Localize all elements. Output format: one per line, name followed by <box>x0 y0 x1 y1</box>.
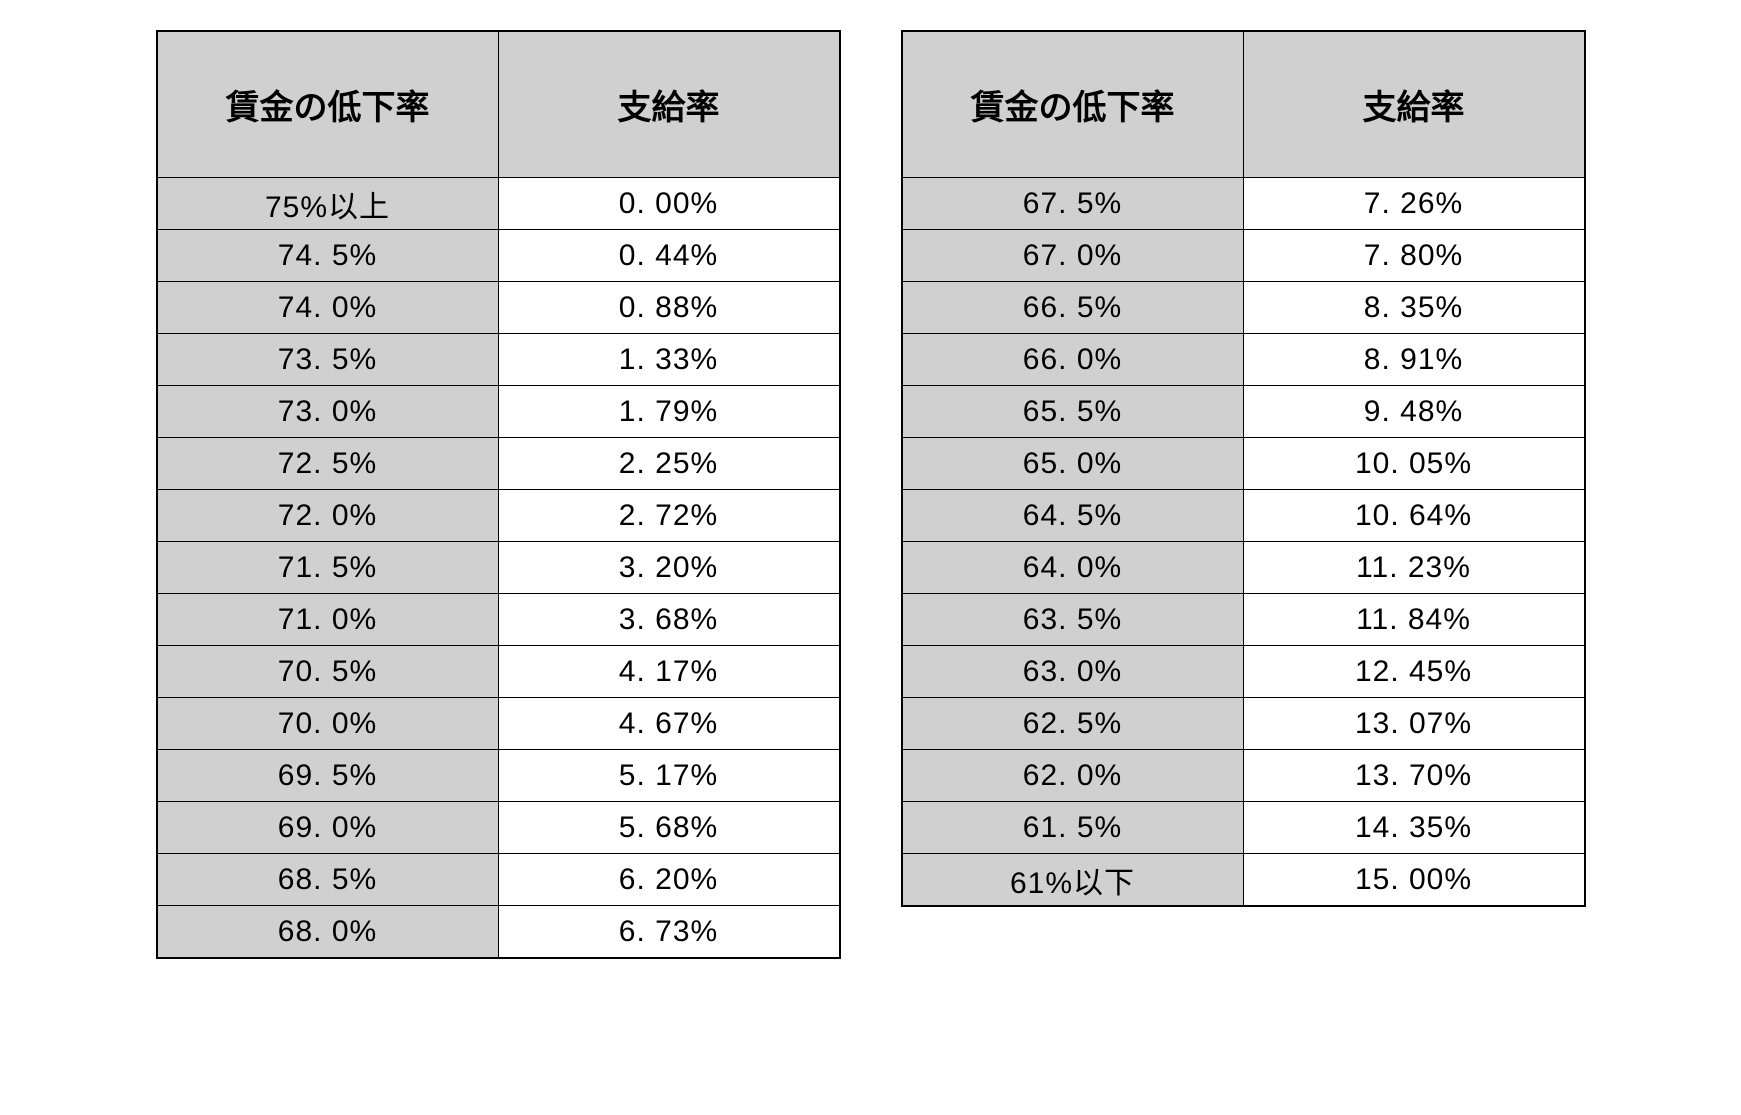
table-row: 66. 0%8. 91% <box>902 334 1585 386</box>
cell-payment-rate: 9. 48% <box>1243 386 1585 438</box>
wage-rate-table-left: 賃金の低下率 支給率 75%以上0. 00%74. 5%0. 44%74. 0%… <box>156 30 841 959</box>
cell-payment-rate: 2. 72% <box>498 490 840 542</box>
table-row: 70. 0%4. 67% <box>157 698 840 750</box>
cell-wage-decline-rate: 73. 5% <box>157 334 499 386</box>
cell-wage-decline-rate: 72. 5% <box>157 438 499 490</box>
cell-payment-rate: 15. 00% <box>1243 854 1585 907</box>
cell-wage-decline-rate: 64. 0% <box>902 542 1244 594</box>
cell-wage-decline-rate: 67. 5% <box>902 178 1244 230</box>
cell-payment-rate: 5. 17% <box>498 750 840 802</box>
table-row: 69. 0%5. 68% <box>157 802 840 854</box>
cell-wage-decline-rate: 72. 0% <box>157 490 499 542</box>
cell-payment-rate: 3. 68% <box>498 594 840 646</box>
cell-payment-rate: 2. 25% <box>498 438 840 490</box>
table-row: 75%以上0. 00% <box>157 178 840 230</box>
cell-payment-rate: 10. 64% <box>1243 490 1585 542</box>
cell-payment-rate: 1. 33% <box>498 334 840 386</box>
cell-payment-rate: 0. 00% <box>498 178 840 230</box>
cell-wage-decline-rate: 67. 0% <box>902 230 1244 282</box>
wage-rate-table-right: 賃金の低下率 支給率 67. 5%7. 26%67. 0%7. 80%66. 5… <box>901 30 1586 907</box>
cell-wage-decline-rate: 61%以下 <box>902 854 1244 907</box>
table-row: 67. 5%7. 26% <box>902 178 1585 230</box>
table-row: 64. 5%10. 64% <box>902 490 1585 542</box>
cell-payment-rate: 8. 35% <box>1243 282 1585 334</box>
cell-payment-rate: 1. 79% <box>498 386 840 438</box>
header-payment-rate: 支給率 <box>498 31 840 178</box>
cell-wage-decline-rate: 70. 0% <box>157 698 499 750</box>
table-row: 61. 5%14. 35% <box>902 802 1585 854</box>
table-row: 69. 5%5. 17% <box>157 750 840 802</box>
cell-wage-decline-rate: 71. 5% <box>157 542 499 594</box>
cell-wage-decline-rate: 64. 5% <box>902 490 1244 542</box>
left-table-body: 75%以上0. 00%74. 5%0. 44%74. 0%0. 88%73. 5… <box>157 178 840 959</box>
cell-wage-decline-rate: 63. 5% <box>902 594 1244 646</box>
cell-wage-decline-rate: 73. 0% <box>157 386 499 438</box>
cell-wage-decline-rate: 68. 5% <box>157 854 499 906</box>
cell-wage-decline-rate: 62. 0% <box>902 750 1244 802</box>
cell-wage-decline-rate: 65. 5% <box>902 386 1244 438</box>
cell-wage-decline-rate: 74. 5% <box>157 230 499 282</box>
cell-payment-rate: 0. 88% <box>498 282 840 334</box>
cell-payment-rate: 8. 91% <box>1243 334 1585 386</box>
cell-payment-rate: 0. 44% <box>498 230 840 282</box>
right-table-body: 67. 5%7. 26%67. 0%7. 80%66. 5%8. 35%66. … <box>902 178 1585 907</box>
cell-wage-decline-rate: 66. 0% <box>902 334 1244 386</box>
cell-payment-rate: 13. 07% <box>1243 698 1585 750</box>
cell-payment-rate: 12. 45% <box>1243 646 1585 698</box>
table-row: 74. 0%0. 88% <box>157 282 840 334</box>
header-wage-decline-rate: 賃金の低下率 <box>902 31 1244 178</box>
table-row: 73. 5%1. 33% <box>157 334 840 386</box>
cell-payment-rate: 7. 26% <box>1243 178 1585 230</box>
cell-wage-decline-rate: 63. 0% <box>902 646 1244 698</box>
cell-payment-rate: 13. 70% <box>1243 750 1585 802</box>
table-row: 72. 5%2. 25% <box>157 438 840 490</box>
table-row: 71. 0%3. 68% <box>157 594 840 646</box>
cell-wage-decline-rate: 70. 5% <box>157 646 499 698</box>
cell-wage-decline-rate: 68. 0% <box>157 906 499 959</box>
cell-payment-rate: 3. 20% <box>498 542 840 594</box>
cell-payment-rate: 11. 84% <box>1243 594 1585 646</box>
cell-payment-rate: 10. 05% <box>1243 438 1585 490</box>
cell-payment-rate: 6. 73% <box>498 906 840 959</box>
header-wage-decline-rate: 賃金の低下率 <box>157 31 499 178</box>
cell-payment-rate: 4. 17% <box>498 646 840 698</box>
cell-payment-rate: 14. 35% <box>1243 802 1585 854</box>
table-row: 63. 0%12. 45% <box>902 646 1585 698</box>
table-row: 74. 5%0. 44% <box>157 230 840 282</box>
table-row: 63. 5%11. 84% <box>902 594 1585 646</box>
table-row: 62. 5%13. 07% <box>902 698 1585 750</box>
cell-payment-rate: 7. 80% <box>1243 230 1585 282</box>
table-row: 64. 0%11. 23% <box>902 542 1585 594</box>
cell-payment-rate: 11. 23% <box>1243 542 1585 594</box>
table-row: 71. 5%3. 20% <box>157 542 840 594</box>
cell-payment-rate: 6. 20% <box>498 854 840 906</box>
cell-wage-decline-rate: 75%以上 <box>157 178 499 230</box>
table-row: 66. 5%8. 35% <box>902 282 1585 334</box>
cell-wage-decline-rate: 71. 0% <box>157 594 499 646</box>
cell-wage-decline-rate: 69. 0% <box>157 802 499 854</box>
cell-wage-decline-rate: 69. 5% <box>157 750 499 802</box>
cell-wage-decline-rate: 74. 0% <box>157 282 499 334</box>
table-row: 65. 5%9. 48% <box>902 386 1585 438</box>
cell-payment-rate: 5. 68% <box>498 802 840 854</box>
header-payment-rate: 支給率 <box>1243 31 1585 178</box>
table-row: 65. 0%10. 05% <box>902 438 1585 490</box>
table-row: 68. 5%6. 20% <box>157 854 840 906</box>
table-row: 73. 0%1. 79% <box>157 386 840 438</box>
cell-wage-decline-rate: 66. 5% <box>902 282 1244 334</box>
table-header-row: 賃金の低下率 支給率 <box>902 31 1585 178</box>
table-row: 68. 0%6. 73% <box>157 906 840 959</box>
table-row: 67. 0%7. 80% <box>902 230 1585 282</box>
table-row: 61%以下15. 00% <box>902 854 1585 907</box>
table-row: 72. 0%2. 72% <box>157 490 840 542</box>
table-row: 70. 5%4. 17% <box>157 646 840 698</box>
cell-wage-decline-rate: 62. 5% <box>902 698 1244 750</box>
cell-wage-decline-rate: 65. 0% <box>902 438 1244 490</box>
cell-wage-decline-rate: 61. 5% <box>902 802 1244 854</box>
table-header-row: 賃金の低下率 支給率 <box>157 31 840 178</box>
table-row: 62. 0%13. 70% <box>902 750 1585 802</box>
cell-payment-rate: 4. 67% <box>498 698 840 750</box>
